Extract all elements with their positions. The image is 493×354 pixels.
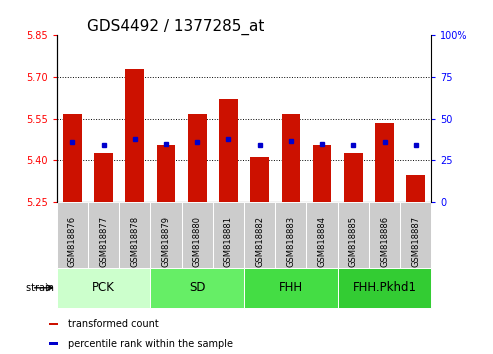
Bar — [338, 202, 369, 268]
Bar — [94, 153, 113, 202]
Bar — [244, 268, 338, 308]
Text: GSM818877: GSM818877 — [99, 216, 108, 267]
Text: transformed count: transformed count — [68, 319, 159, 329]
Bar — [150, 202, 181, 268]
Bar — [188, 114, 207, 202]
Bar — [57, 268, 150, 308]
Bar — [49, 342, 58, 345]
Text: GSM818882: GSM818882 — [255, 216, 264, 267]
Bar — [88, 202, 119, 268]
Bar — [400, 202, 431, 268]
Text: GDS4492 / 1377285_at: GDS4492 / 1377285_at — [87, 19, 264, 35]
Text: GSM818878: GSM818878 — [130, 216, 139, 267]
Text: GSM818883: GSM818883 — [286, 216, 295, 267]
Text: GSM818876: GSM818876 — [68, 216, 77, 267]
Bar — [213, 202, 244, 268]
Bar — [57, 202, 88, 268]
Text: GSM818879: GSM818879 — [162, 216, 171, 267]
Text: GSM818881: GSM818881 — [224, 216, 233, 267]
Bar — [313, 145, 331, 202]
Text: strain: strain — [26, 283, 57, 293]
Text: FHH: FHH — [279, 281, 303, 294]
Text: GSM818880: GSM818880 — [193, 216, 202, 267]
Text: SD: SD — [189, 281, 206, 294]
Bar — [275, 202, 307, 268]
Bar — [338, 268, 431, 308]
Text: GSM818885: GSM818885 — [349, 216, 358, 267]
Text: PCK: PCK — [92, 281, 115, 294]
Bar — [282, 114, 300, 202]
Bar — [125, 69, 144, 202]
Bar — [307, 202, 338, 268]
Bar — [344, 153, 363, 202]
Bar — [49, 323, 58, 325]
Bar — [375, 123, 394, 202]
Bar — [63, 114, 82, 202]
Text: GSM818886: GSM818886 — [380, 216, 389, 267]
Bar — [369, 202, 400, 268]
Bar — [406, 176, 425, 202]
Bar — [119, 202, 150, 268]
Bar — [157, 145, 176, 202]
Text: GSM818887: GSM818887 — [411, 216, 420, 267]
Bar — [150, 268, 244, 308]
Text: percentile rank within the sample: percentile rank within the sample — [68, 339, 233, 349]
Bar — [250, 158, 269, 202]
Text: GSM818884: GSM818884 — [317, 216, 326, 267]
Bar — [219, 99, 238, 202]
Bar — [244, 202, 275, 268]
Text: FHH.Pkhd1: FHH.Pkhd1 — [352, 281, 417, 294]
Bar — [181, 202, 213, 268]
